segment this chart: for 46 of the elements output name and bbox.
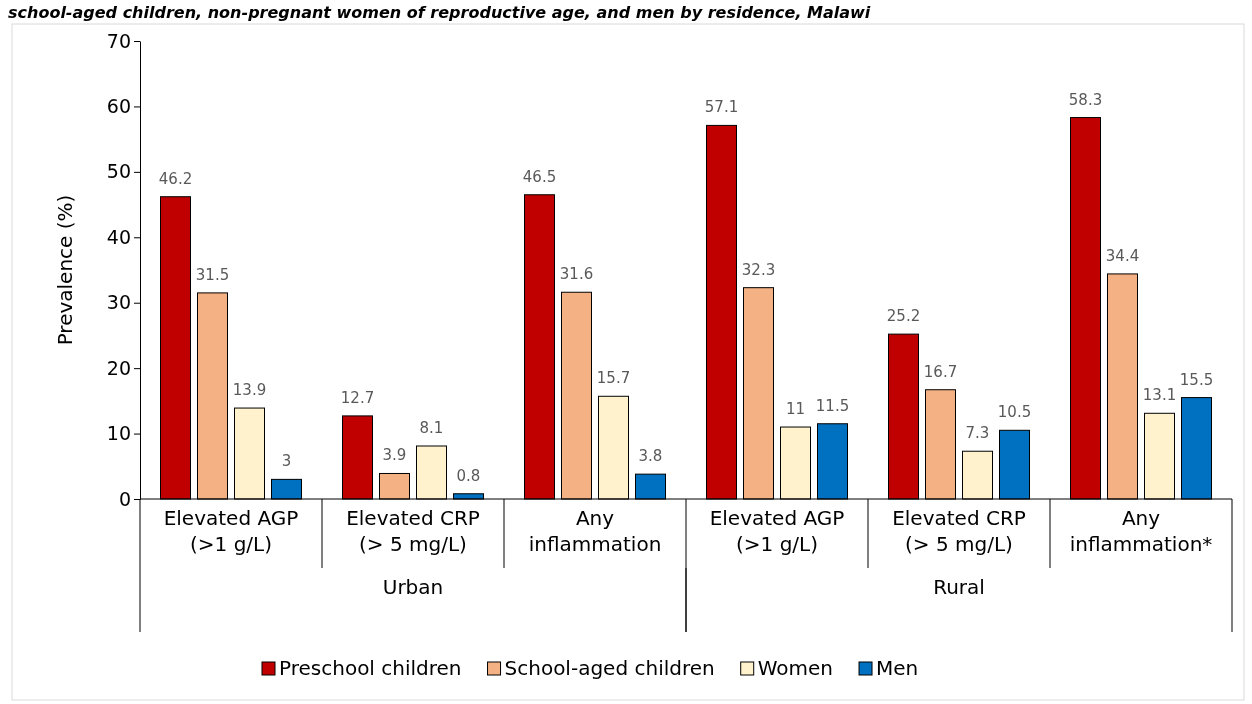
legend-label: Preschool children bbox=[279, 656, 462, 680]
x-tick-label: Elevated CRP (> 5 mg/L) bbox=[892, 506, 1026, 556]
data-label: 25.2 bbox=[886, 307, 921, 326]
legend-label: Men bbox=[876, 656, 919, 680]
legend-label: Women bbox=[757, 656, 834, 680]
y-tick-label: 40 bbox=[106, 225, 131, 248]
data-label: 10.5 bbox=[997, 403, 1032, 422]
x-tick-label: Elevated AGP (>1 g/L) bbox=[709, 506, 845, 556]
x-tick-label: Any inflammation bbox=[528, 506, 662, 556]
data-label: 46.2 bbox=[158, 169, 193, 188]
data-label: 11 bbox=[785, 400, 806, 419]
text: Rural bbox=[933, 575, 985, 599]
data-label: 3.9 bbox=[382, 446, 407, 465]
data-label: 57.1 bbox=[704, 98, 739, 117]
x-tick-label: Elevated AGP (>1 g/L) bbox=[163, 506, 299, 556]
data-label: 58.3 bbox=[1068, 90, 1103, 109]
y-tick-label: 50 bbox=[106, 160, 131, 183]
y-tick-label: 20 bbox=[106, 356, 131, 379]
data-label: 3 bbox=[281, 452, 292, 471]
data-label: 32.3 bbox=[741, 260, 776, 279]
y-tick-label: 70 bbox=[106, 29, 131, 52]
data-label: 8.1 bbox=[419, 419, 444, 437]
data-label: 31.6 bbox=[559, 265, 594, 284]
y-tick-label: 0 bbox=[118, 487, 131, 510]
y-tick-label: 60 bbox=[106, 95, 131, 118]
data-label: 31.5 bbox=[195, 265, 230, 284]
data-label: 16.7 bbox=[923, 362, 958, 381]
data-label: 12.7 bbox=[340, 388, 375, 407]
y-axis-title: Prevalence (%) bbox=[53, 194, 77, 346]
chart-title: school-aged children, non-pregnant women of reproductive age, and men by residence, Malawi bbox=[8, 3, 871, 22]
data-label: 3.8 bbox=[638, 447, 663, 466]
data-label: 34.4 bbox=[1105, 246, 1140, 265]
data-label: 11.5 bbox=[815, 396, 850, 415]
legend-label: School-aged children bbox=[504, 656, 715, 680]
y-tick-label: 10 bbox=[106, 422, 131, 445]
x-tick-label: Any inflammation* bbox=[1069, 506, 1213, 556]
data-label: 0.8 bbox=[456, 466, 481, 485]
data-label: 13.9 bbox=[232, 381, 267, 400]
data-label: 15.7 bbox=[596, 369, 631, 388]
data-label: 7.3 bbox=[965, 424, 990, 443]
data-label: 13.1 bbox=[1142, 386, 1177, 405]
data-label: 46.5 bbox=[522, 167, 557, 186]
data-label: 15.5 bbox=[1179, 370, 1214, 389]
text: Urban bbox=[382, 575, 444, 599]
y-tick-label: 30 bbox=[106, 291, 131, 314]
x-tick-label: Elevated CRP (> 5 mg/L) bbox=[346, 506, 480, 556]
